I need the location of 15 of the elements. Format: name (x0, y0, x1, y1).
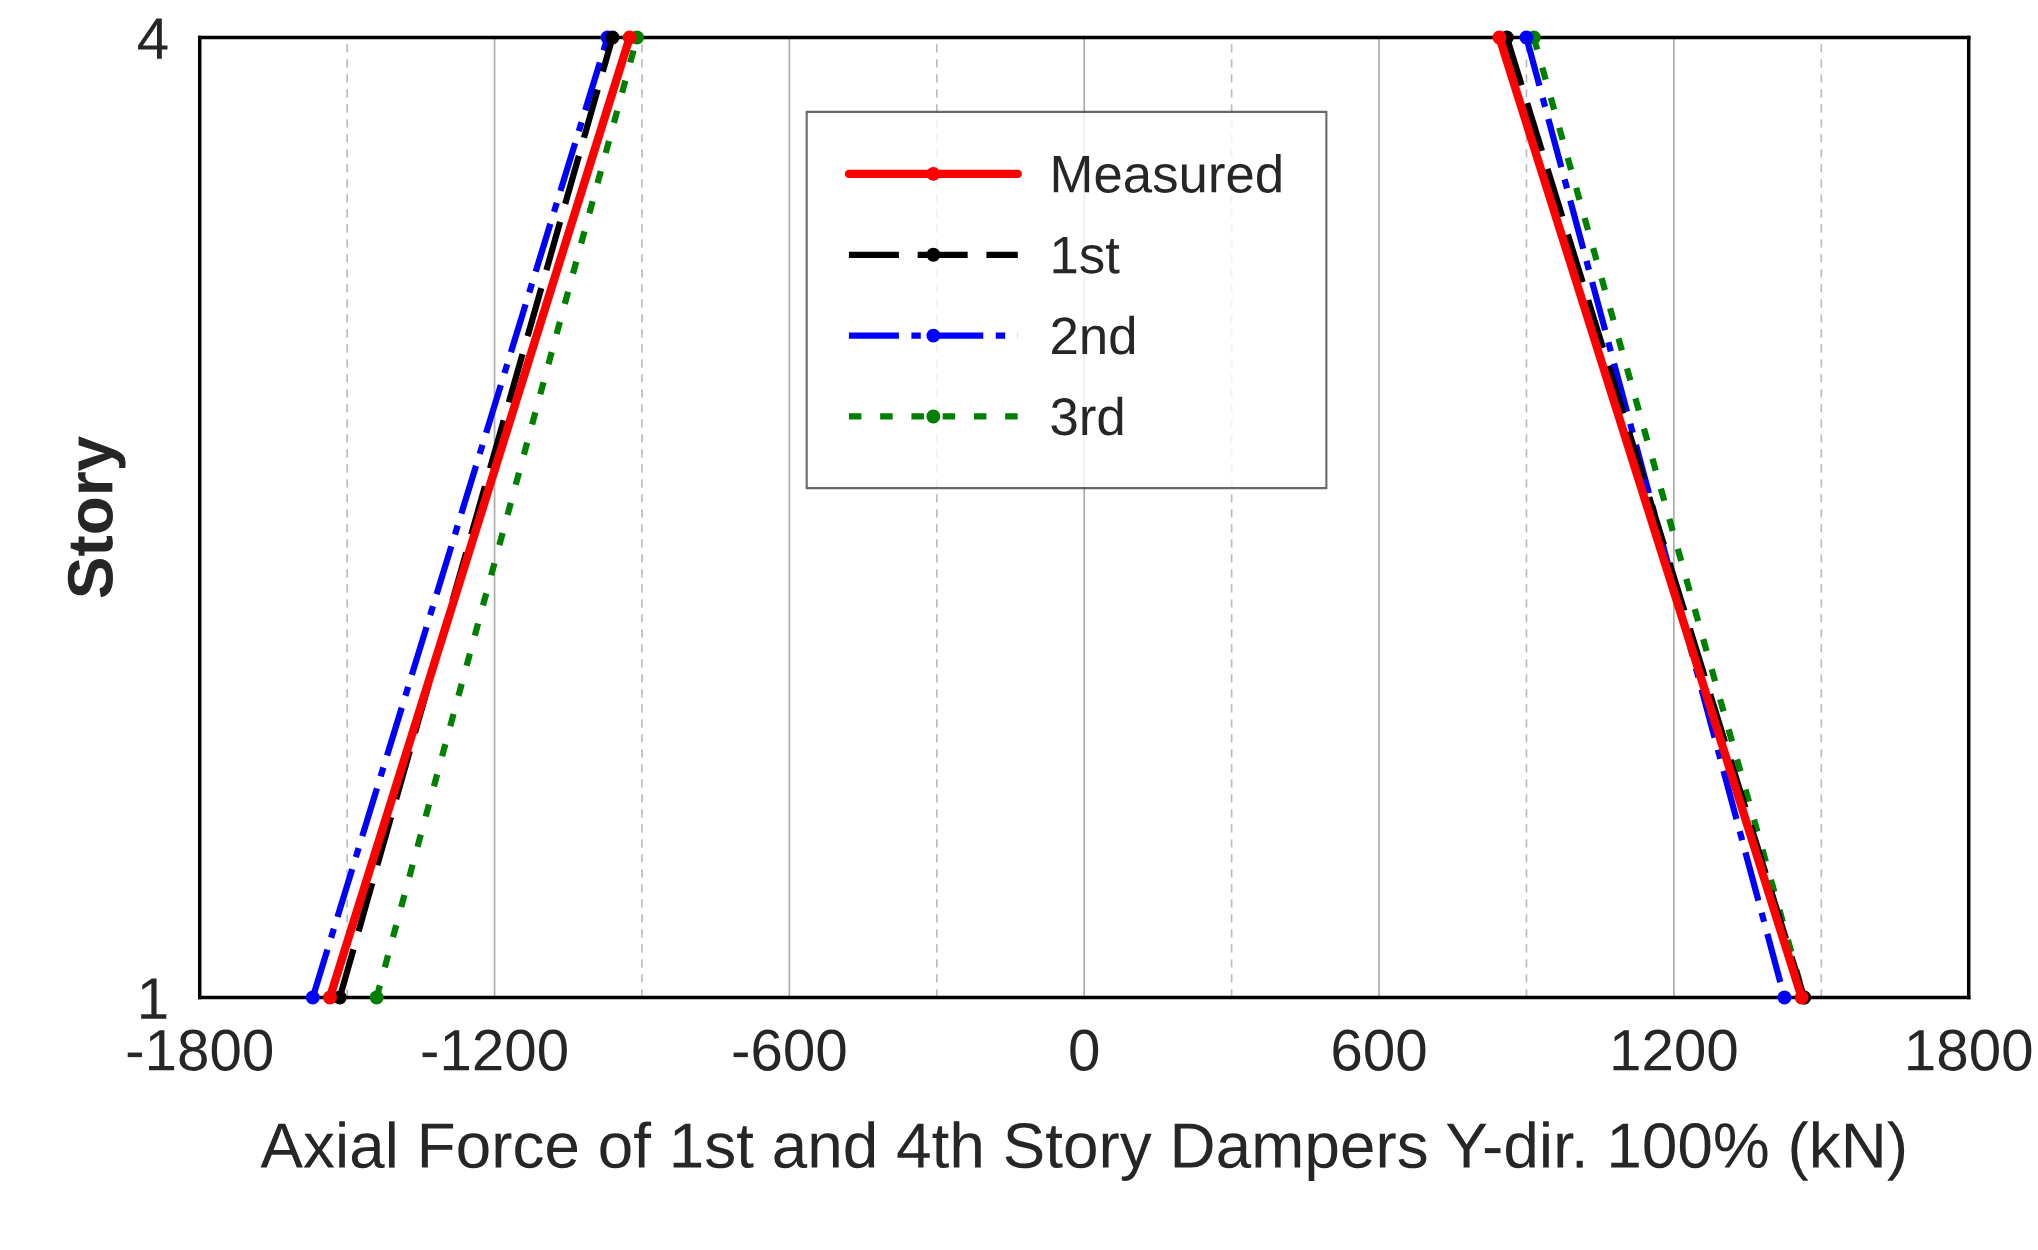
y-tick-label: 4 (138, 18, 168, 59)
x-tick-label: -600 (733, 1029, 846, 1071)
y-axis-title: Story (67, 436, 126, 598)
x-axis-title: Axial Force of 1st and 4th Story Dampers Y-dir. 100% (kN) (260, 1121, 1905, 1181)
x-tick-label: 600 (1333, 1029, 1426, 1071)
x-tick-label: 1800 (1908, 1029, 2032, 1071)
legend-label: 1st (1053, 236, 1120, 274)
legend-label: 2nd (1052, 315, 1135, 355)
x-tick-label: -1200 (422, 1029, 567, 1071)
y-tick-label: 1 (141, 978, 167, 1019)
legend-label: 3rd (1051, 396, 1123, 436)
x-tick-label: 0 (1070, 1029, 1099, 1071)
legend-label: Measured (1053, 154, 1281, 193)
x-tick-label: -1800 (127, 1029, 273, 1071)
x-tick-label: 1200 (1613, 1029, 1737, 1071)
